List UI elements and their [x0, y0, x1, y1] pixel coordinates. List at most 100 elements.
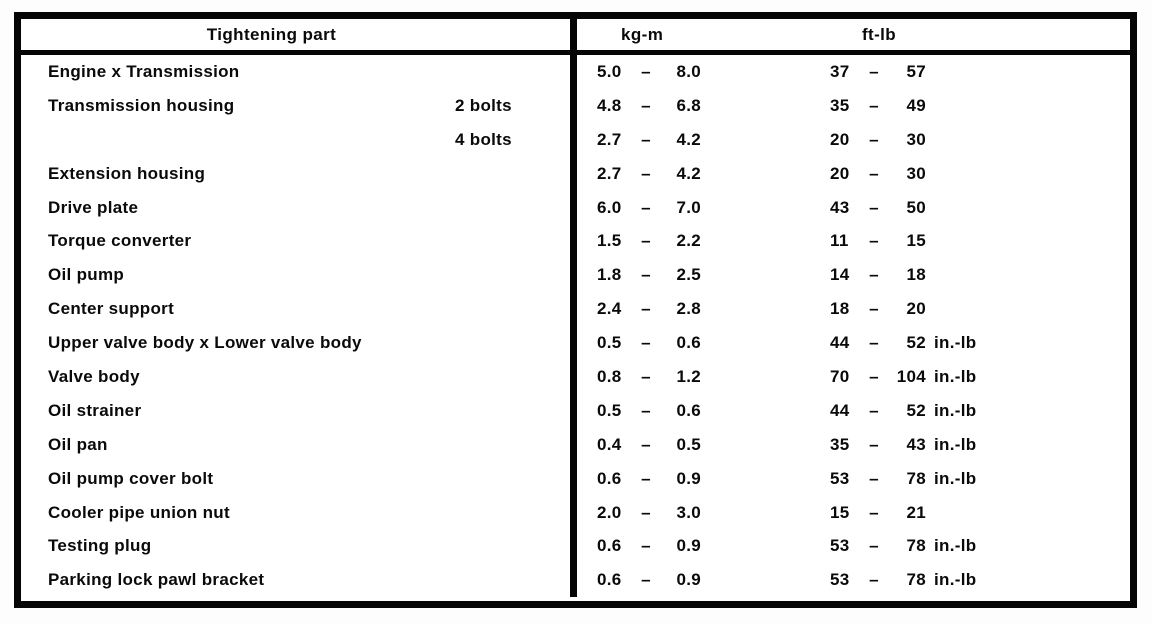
ftlb-min-value: 20 — [830, 163, 850, 183]
table-row: Drive plate 6.0 – 7.0 43 – 50 — [21, 190, 1130, 225]
range-dash: – — [641, 400, 651, 420]
cell-tightening-part: Cooler pipe union nut — [21, 496, 570, 530]
range-dash: – — [869, 231, 879, 251]
range-dash: – — [869, 299, 879, 319]
range-dash: – — [869, 536, 879, 556]
kgm-min-value: 0.8 — [597, 366, 622, 386]
cell-ftlb-value: 70 – 104 in.-lb — [815, 360, 1130, 394]
kgm-min-value: 0.6 — [597, 536, 622, 556]
range-dash: – — [869, 265, 879, 285]
cell-tightening-part: Upper valve body x Lower valve body — [21, 326, 570, 360]
kgm-min-value: 2.4 — [597, 299, 622, 319]
part-name: Oil pump cover bolt — [48, 468, 214, 488]
kgm-min-value: 0.5 — [597, 400, 622, 420]
kgm-min-value: 4.8 — [597, 95, 622, 115]
ftlb-max-value: 52 — [906, 333, 926, 353]
table-row: Oil pump cover bolt 0.6 – 0.9 53 – 78 in… — [21, 461, 1130, 496]
ftlb-min-value: 44 — [830, 400, 850, 420]
part-name: Oil pan — [48, 434, 108, 454]
ftlb-unit-label: in.-lb — [934, 434, 977, 454]
column-header-tightening-part: Tightening part — [206, 24, 337, 44]
cell-kgm-value: 0.5 – 0.6 — [570, 393, 815, 428]
cell-tightening-part: Parking lock pawl bracket — [21, 563, 570, 597]
part-name: Cooler pipe union nut — [48, 502, 230, 522]
ftlb-unit-label: in.-lb — [934, 366, 977, 386]
range-dash: – — [641, 570, 651, 590]
cell-kgm-value: 0.6 – 0.9 — [570, 529, 815, 564]
cell-ftlb-value: 44 – 52 in.-lb — [815, 326, 1130, 360]
cell-tightening-part: Oil pump cover bolt — [21, 462, 570, 496]
part-name: Center support — [48, 299, 175, 319]
part-name: Testing plug — [48, 536, 152, 556]
kgm-min-value: 0.5 — [597, 333, 622, 353]
kgm-min-value: 2.7 — [597, 129, 622, 149]
cell-tightening-part: Oil pan — [21, 428, 570, 462]
kgm-max-value: 0.5 — [676, 434, 701, 454]
table-body: Engine x Transmission 5.0 – 8.0 37 – 57 … — [21, 55, 1130, 598]
table-header-row: Tightening part kg-m ft-lb — [21, 19, 1130, 55]
ftlb-unit-label: in.-lb — [934, 536, 977, 556]
range-dash: – — [869, 366, 879, 386]
part-name: Engine x Transmission — [48, 61, 240, 81]
cell-ftlb-value: 15 – 21 — [815, 496, 1130, 530]
ftlb-min-value: 15 — [830, 502, 850, 522]
cell-tightening-part: Testing plug — [21, 529, 570, 563]
torque-specifications-table: Tightening part kg-m ft-lb Engine x Tran… — [14, 12, 1137, 608]
cell-tightening-part: Valve body — [21, 360, 570, 394]
cell-ftlb-value: 43 – 50 — [815, 191, 1130, 225]
ftlb-max-value: 78 — [906, 570, 926, 590]
cell-tightening-part: Oil strainer — [21, 394, 570, 428]
kgm-max-value: 7.0 — [676, 197, 701, 217]
range-dash: – — [641, 434, 651, 454]
ftlb-max-value: 104 — [896, 366, 926, 386]
cell-kgm-value: 2.7 – 4.2 — [570, 156, 815, 191]
range-dash: – — [641, 468, 651, 488]
range-dash: – — [641, 95, 651, 115]
ftlb-unit-label: in.-lb — [934, 468, 977, 488]
table-row: Center support 2.4 – 2.8 18 – 20 — [21, 292, 1130, 327]
ftlb-min-value: 43 — [830, 197, 850, 217]
kgm-min-value: 6.0 — [597, 197, 622, 217]
range-dash: – — [869, 129, 879, 149]
range-dash: – — [641, 299, 651, 319]
kgm-max-value: 8.0 — [676, 61, 701, 81]
cell-kgm-value: 2.7 – 4.2 — [570, 122, 815, 157]
cell-kgm-value: 1.8 – 2.5 — [570, 258, 815, 293]
range-dash: – — [869, 570, 879, 590]
part-name: Parking lock pawl bracket — [48, 570, 265, 590]
range-dash: – — [641, 61, 651, 81]
ftlb-max-value: 50 — [906, 197, 926, 217]
kgm-max-value: 1.2 — [676, 366, 701, 386]
ftlb-min-value: 18 — [830, 299, 850, 319]
kgm-max-value: 0.6 — [676, 400, 701, 420]
cell-tightening-part: Drive plate — [21, 191, 570, 225]
ftlb-min-value: 35 — [830, 95, 850, 115]
kgm-max-value: 2.5 — [676, 265, 701, 285]
ftlb-max-value: 78 — [906, 536, 926, 556]
kgm-max-value: 3.0 — [676, 502, 701, 522]
kgm-max-value: 2.8 — [676, 299, 701, 319]
cell-ftlb-value: 53 – 78 in.-lb — [815, 462, 1130, 496]
kgm-max-value: 0.6 — [676, 333, 701, 353]
kgm-min-value: 0.6 — [597, 468, 622, 488]
table-row: Parking lock pawl bracket 0.6 – 0.9 53 –… — [21, 563, 1130, 598]
column-header-ftlb: ft-lb — [815, 19, 1130, 50]
ftlb-min-value: 14 — [830, 265, 850, 285]
cell-ftlb-value: 35 – 43 in.-lb — [815, 428, 1130, 462]
part-bolt-count-note: 2 bolts — [455, 95, 512, 115]
cell-ftlb-value: 44 – 52 in.-lb — [815, 394, 1130, 428]
table-row: Engine x Transmission 5.0 – 8.0 37 – 57 — [21, 55, 1130, 89]
cell-kgm-value: 0.5 – 0.6 — [570, 326, 815, 361]
ftlb-min-value: 11 — [830, 231, 849, 251]
kgm-min-value: 0.4 — [597, 434, 622, 454]
table-row: Oil pan 0.4 – 0.5 35 – 43 in.-lb — [21, 427, 1130, 462]
cell-ftlb-value: 14 – 18 — [815, 258, 1130, 292]
ftlb-header-label: ft-lb — [862, 24, 897, 44]
range-dash: – — [641, 231, 651, 251]
table-row: Upper valve body x Lower valve body 0.5 … — [21, 326, 1130, 361]
kgm-max-value: 0.9 — [676, 468, 701, 488]
part-name: Oil pump — [48, 265, 125, 285]
cell-kgm-value: 6.0 – 7.0 — [570, 190, 815, 225]
cell-kgm-value: 2.0 – 3.0 — [570, 495, 815, 530]
